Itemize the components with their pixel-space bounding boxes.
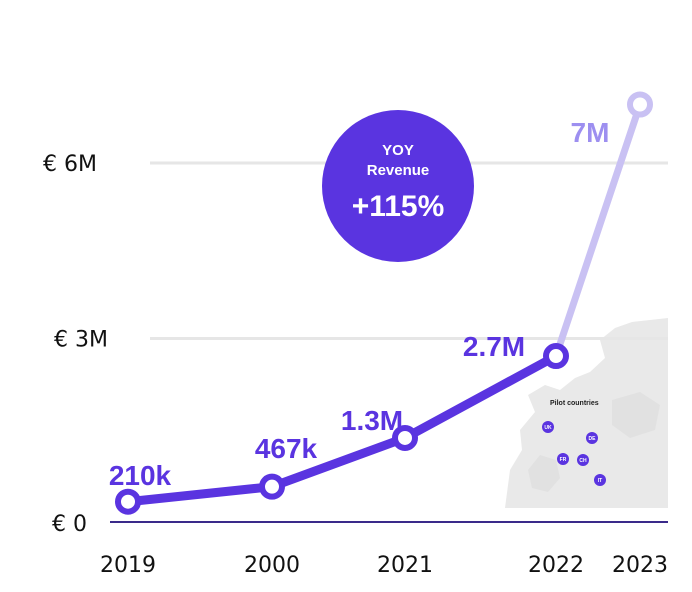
map-country-code: UK — [544, 425, 552, 431]
map-country-dot — [586, 432, 598, 444]
map-region-west — [528, 455, 560, 492]
data-label: 210k — [109, 460, 172, 491]
y-tick-label: € 6M — [43, 152, 97, 177]
x-tick-label: 2019 — [100, 553, 156, 578]
map-country-code: CH — [579, 458, 587, 464]
x-tick-label: 2023 — [612, 553, 668, 578]
y-tick-label: € 0 — [52, 512, 87, 537]
map-region-east — [612, 392, 660, 438]
x-tick-label: 2022 — [528, 553, 584, 578]
yoy-badge-circle — [322, 110, 474, 262]
data-point — [627, 91, 653, 118]
x-tick-label: 2021 — [377, 553, 433, 578]
x-tick-label: 2000 — [244, 553, 300, 578]
yoy-badge-value: +115% — [352, 190, 445, 223]
data-point — [392, 424, 418, 451]
yoy-badge: YOY Revenue +115% — [322, 110, 474, 262]
data-label: 7M — [571, 117, 610, 148]
map-country-dot — [577, 454, 589, 466]
projected-line — [552, 101, 644, 360]
map-country-dot — [557, 453, 569, 465]
series-line — [123, 351, 561, 507]
data-label: 2.7M — [463, 331, 525, 362]
yoy-badge-line1: YOY — [382, 142, 414, 159]
europe-map-inset: Pilot countries UK DE FR CH IT — [505, 318, 668, 508]
yoy-badge-line2: Revenue — [367, 162, 430, 179]
map-country-dot — [542, 421, 554, 433]
data-point — [543, 343, 569, 370]
data-point — [259, 473, 285, 500]
data-point — [115, 488, 141, 515]
map-country-code: DE — [589, 436, 597, 442]
map-country-code: IT — [598, 478, 602, 484]
y-tick-label: € 3M — [54, 328, 108, 353]
data-label: 467k — [255, 433, 318, 464]
map-country-code: FR — [560, 457, 567, 463]
map-country-dot — [594, 474, 606, 486]
map-title: Pilot countries — [550, 400, 599, 407]
data-label: 1.3M — [341, 405, 403, 436]
